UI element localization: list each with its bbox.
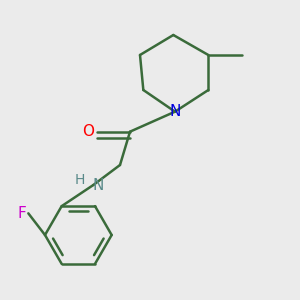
Text: N: N	[169, 104, 181, 119]
Text: O: O	[82, 124, 94, 139]
Text: F: F	[17, 206, 26, 221]
Text: H: H	[75, 173, 85, 187]
Text: N: N	[93, 178, 104, 193]
